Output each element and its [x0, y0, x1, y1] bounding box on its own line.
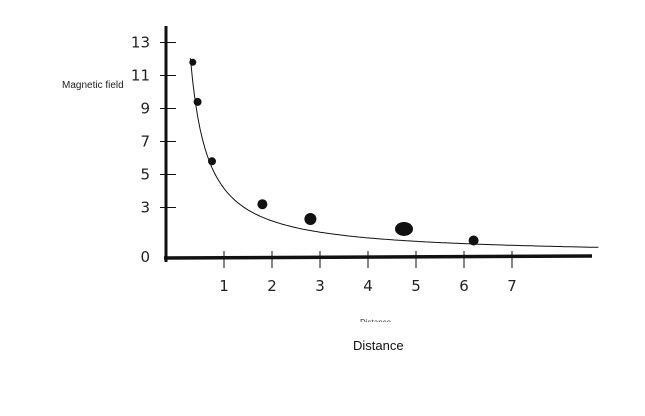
x-tick-label-1: 1: [219, 277, 229, 295]
x-axis: [163, 254, 593, 260]
y-ticks: 0 3 5 7 9 11 13: [131, 34, 176, 266]
x-tick-label-4: 4: [363, 277, 373, 295]
x-tick-label-6: 6: [459, 277, 469, 295]
x-ticks: 1 2 3 4 5 6 7: [219, 251, 517, 295]
y-tick-label-9: 9: [140, 100, 150, 118]
y-tick-label-11: 11: [131, 67, 150, 85]
data-point: [304, 213, 317, 226]
data-point: [257, 199, 268, 210]
data-point: [468, 235, 479, 246]
data-point: [193, 97, 202, 106]
y-tick-label-5: 5: [140, 166, 150, 184]
data-point: [208, 157, 216, 166]
y-tick-label-13: 13: [131, 34, 150, 52]
y-tick-label-0: 0: [140, 248, 150, 266]
x-tick-label-2: 2: [267, 277, 277, 295]
x-tick-label-7: 7: [507, 277, 517, 295]
x-axis-label-clipped: Distance: [360, 316, 410, 322]
y-axis-label: Magnetic field: [62, 80, 124, 91]
x-axis-label: Distance: [353, 338, 404, 353]
x-tick-label-5: 5: [411, 277, 421, 295]
data-points: [189, 58, 479, 246]
y-tick-label-3: 3: [140, 199, 150, 217]
data-point: [189, 58, 197, 66]
axes: [163, 26, 593, 262]
y-tick-label-7: 7: [140, 133, 150, 151]
data-point: [395, 221, 413, 236]
x-tick-label-3: 3: [315, 277, 325, 295]
trend-curve: [189, 58, 599, 248]
